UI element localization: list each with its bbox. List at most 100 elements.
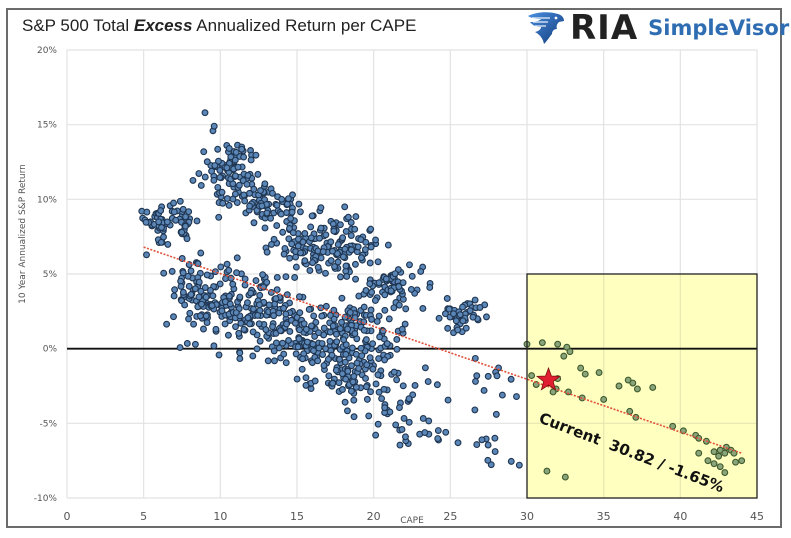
data-point — [387, 287, 395, 295]
data-point — [307, 234, 315, 242]
x-tick-label: 5 — [140, 510, 147, 523]
data-point — [233, 254, 241, 262]
data-point — [344, 367, 352, 375]
title-text-pre: S&P 500 Total — [22, 16, 134, 35]
data-point — [322, 269, 329, 277]
data-point — [319, 351, 327, 358]
data-point — [421, 429, 429, 436]
data-point — [315, 344, 323, 352]
data-point — [297, 249, 305, 257]
data-point — [352, 275, 360, 283]
data-point — [362, 383, 370, 391]
data-point — [441, 310, 449, 318]
data-point — [402, 305, 410, 313]
data-point — [223, 195, 231, 203]
data-point — [498, 391, 506, 399]
data-point — [273, 222, 281, 230]
data-point — [344, 213, 352, 221]
data-point — [337, 273, 344, 281]
data-point — [197, 182, 205, 189]
data-point — [233, 199, 241, 207]
data-point — [210, 176, 218, 184]
ria-logo: RIA SimpleVisor — [526, 8, 789, 48]
data-point — [289, 191, 296, 199]
current-star-marker — [536, 366, 562, 391]
data-point — [308, 212, 316, 220]
data-point — [197, 249, 205, 257]
x-axis-ticks: 0 5 10 15 20 25 30 35 40 45 — [64, 510, 765, 523]
data-point — [398, 325, 406, 333]
data-point — [355, 365, 363, 372]
data-point — [350, 372, 358, 380]
data-point — [249, 328, 257, 336]
data-point — [374, 371, 382, 379]
data-point — [322, 231, 330, 239]
data-point — [444, 324, 452, 332]
data-point — [269, 323, 276, 331]
data-point — [352, 383, 360, 391]
title-text-post: Annualized Return per CAPE — [192, 16, 417, 35]
data-point — [244, 171, 252, 179]
data-point — [375, 388, 383, 396]
data-point — [246, 189, 253, 197]
data-point — [424, 378, 432, 386]
data-point — [184, 272, 192, 280]
data-point — [225, 145, 233, 152]
data-point — [320, 324, 328, 332]
data-point — [195, 170, 203, 177]
data-point — [350, 396, 358, 404]
data-point — [310, 347, 317, 355]
data-point-highlight — [595, 369, 603, 377]
data-point — [275, 344, 283, 352]
x-tick-label: 10 — [213, 510, 227, 523]
data-point — [296, 293, 303, 301]
data-point — [362, 287, 370, 294]
data-point — [292, 350, 300, 358]
y-tick-label: 5% — [43, 270, 58, 280]
data-point — [217, 263, 225, 271]
data-point — [158, 224, 165, 231]
data-point — [203, 271, 211, 279]
data-point — [328, 351, 336, 359]
data-point — [185, 315, 193, 323]
data-point — [236, 349, 244, 357]
data-point — [287, 214, 295, 222]
data-point — [381, 404, 389, 412]
data-point — [255, 320, 263, 328]
data-point — [374, 258, 382, 266]
data-point — [330, 315, 338, 323]
data-point — [483, 313, 490, 321]
data-point — [240, 153, 248, 161]
data-point — [244, 299, 251, 307]
data-point — [163, 218, 171, 226]
data-point-highlight — [615, 382, 623, 390]
data-point — [391, 270, 399, 278]
data-point — [462, 324, 470, 332]
data-point — [255, 301, 263, 309]
data-point — [380, 385, 388, 393]
data-point — [178, 228, 186, 236]
data-point — [282, 273, 290, 281]
data-point — [160, 269, 168, 277]
data-point — [301, 229, 309, 237]
data-point — [493, 372, 501, 380]
data-point — [401, 320, 409, 328]
data-point — [282, 310, 290, 318]
data-point — [268, 240, 275, 248]
data-point — [399, 382, 407, 390]
data-point — [341, 398, 349, 406]
data-point — [385, 315, 393, 323]
data-point — [381, 291, 389, 299]
data-point — [272, 295, 280, 303]
data-point — [311, 377, 319, 385]
data-point — [211, 162, 219, 169]
data-point — [371, 297, 379, 304]
highlight-region — [527, 274, 757, 498]
data-point — [381, 306, 389, 314]
data-point — [273, 201, 281, 209]
data-point — [456, 311, 464, 319]
data-point — [252, 277, 260, 285]
data-point — [300, 320, 308, 328]
data-point — [347, 232, 355, 240]
data-point — [263, 248, 271, 256]
